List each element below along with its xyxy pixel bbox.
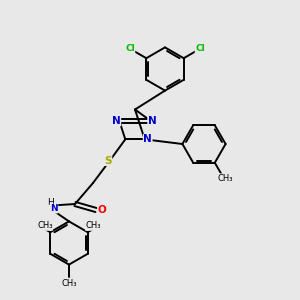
Text: H: H [48,198,54,207]
Text: N: N [143,134,152,144]
Text: CH₃: CH₃ [61,279,77,288]
Text: S: S [104,155,112,166]
Text: CH₃: CH₃ [218,174,233,183]
Text: CH₃: CH₃ [85,221,101,230]
Text: O: O [98,205,106,215]
Text: Cl: Cl [195,44,205,53]
Text: Cl: Cl [125,44,135,53]
Text: N: N [50,204,58,213]
Text: CH₃: CH₃ [37,221,52,230]
Text: N: N [112,116,121,126]
Text: N: N [148,116,157,126]
